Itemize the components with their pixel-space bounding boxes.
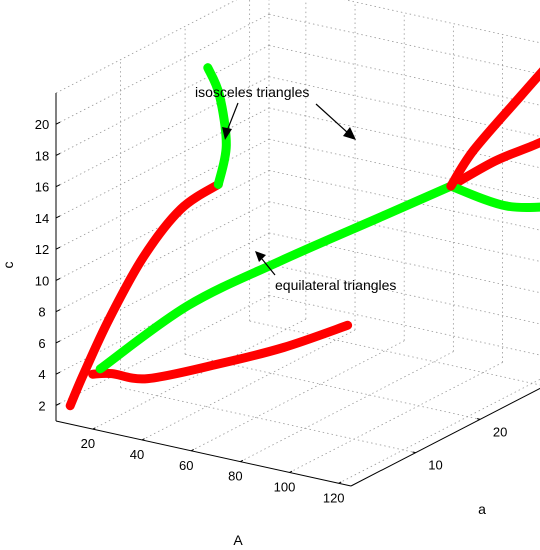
tick-label-A-0: 20 [81,436,95,451]
grid-side-c-3 [55,201,270,313]
tick-label-c-3: 8 [38,305,45,320]
tick-label-c-0: 2 [38,398,45,413]
tick-label-c-5: 12 [35,242,49,257]
tick-c-7 [55,184,61,188]
tick-c-8 [55,153,61,156]
grid-back-c-5 [268,138,540,200]
grid-side-c-9 [55,13,270,125]
tick-label-a-1: 20 [493,424,507,439]
series-2-red-curve [88,320,353,384]
a-axis-label: a [478,501,486,517]
arrow-equilateral [255,251,276,276]
grid-floor-A-3 [240,351,454,462]
arrow-isosceles-right [315,103,356,140]
annotation-isosceles: isosceles triangles [195,84,309,100]
a-axis-line [350,387,540,487]
grid-side-c-6 [55,107,270,219]
ticks-a-axis: 102030 [412,418,507,473]
tick-label-c-8: 18 [35,148,49,163]
axis-box [55,93,540,487]
series-group [65,63,540,411]
tick-c-4 [55,277,61,281]
tick-label-c-6: 14 [35,211,49,226]
A-axis-line [55,420,352,487]
grid-back-c-0 [268,294,540,356]
grid-side-c-8 [55,45,270,156]
tick-A-3 [240,459,244,463]
grid-back-c-7 [268,76,540,137]
tick-c-2 [55,340,61,344]
grid-back-c-8 [268,45,540,106]
tick-c-9 [55,121,61,125]
grid-floor-A-2 [191,340,405,452]
series-4-red-curve [446,137,540,191]
tick-label-c-4: 10 [35,273,49,288]
tick-label-c-1: 4 [38,367,45,382]
tick-label-a-0: 10 [428,458,442,473]
tick-A-2 [190,449,194,452]
grid-floor-a-0 [120,387,416,454]
tick-c-0 [55,402,61,406]
tick-c-1 [55,371,61,375]
series-3-green-curve [95,181,456,374]
ticks-A-axis: 20 40 60 80 100 120 [81,427,345,505]
grid-back-c-3 [268,201,540,262]
tick-a-0 [412,451,416,454]
grid-floor-A-4 [289,362,503,473]
tick-a-1 [476,418,481,420]
tick-label-A-3: 80 [228,469,242,484]
tick-c-5 [55,246,61,250]
grid-floor-A-1 [141,329,356,441]
grid-floor-a-1 [185,353,481,420]
box-edge-top-left [55,0,237,94]
c-axis-label: c [0,262,16,269]
tick-label-c-2: 6 [38,336,45,351]
grid-lines [55,0,540,484]
grid-back-c-1 [268,263,540,325]
tick-label-A-1: 40 [130,447,144,462]
series-6-red-curve [446,67,540,191]
series-0-red-curve [65,179,223,411]
tick-c-3 [55,309,61,313]
tick-label-c-7: 16 [35,180,49,195]
tick-label-A-4: 100 [274,479,296,494]
series-1-green-curve [203,63,231,189]
grid-floor-a-2 [249,320,540,386]
ticks-c-axis: 2 4 6 8 10 12 14 16 18 20 [35,117,61,413]
grid-back-c-9 [268,13,540,75]
tick-label-A-2: 60 [179,458,193,473]
tick-label-A-5: 120 [323,490,345,505]
arrow-isosceles-left [222,102,239,140]
grid-back-c-6 [268,107,540,169]
grid-side-c-0 [55,295,270,406]
tick-c-6 [55,215,61,219]
grid-back-c-4 [268,170,540,231]
box-edge-top-back [344,0,540,44]
annotation-equilateral: equilateral triangles [275,277,396,293]
tick-A-0 [92,427,96,430]
tick-label-c-9: 20 [35,117,49,132]
A-axis-label: A [233,532,243,548]
series-5-green-curve [446,181,540,212]
tick-A-1 [141,438,145,441]
tick-A-4 [289,470,293,473]
tick-A-5 [338,481,342,484]
